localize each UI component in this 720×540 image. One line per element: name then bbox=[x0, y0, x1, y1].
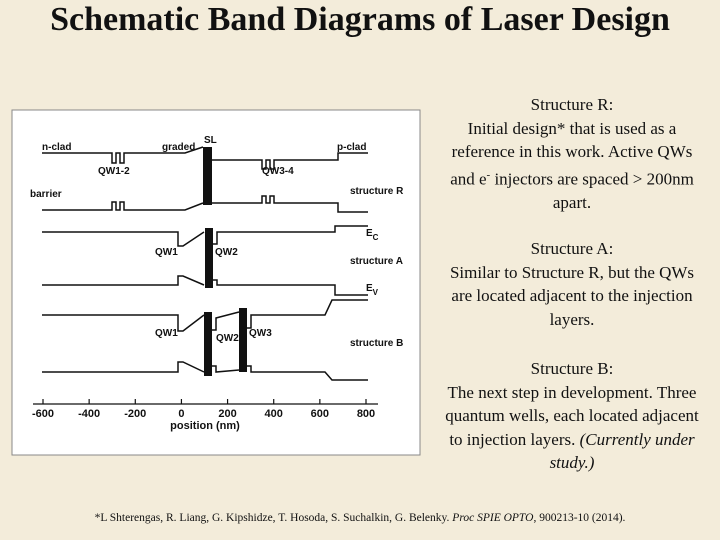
note: (Currently under study.) bbox=[549, 429, 695, 473]
tick-label: 200 bbox=[218, 408, 236, 420]
figure-label: structure A bbox=[350, 256, 403, 267]
description-heading: Structure B: bbox=[530, 359, 614, 378]
description-heading: Structure R: bbox=[530, 95, 614, 114]
description-a: Structure A: Similar to Structure R, but… bbox=[438, 237, 706, 331]
description-body: Similar to Structure R, but the QWs are … bbox=[449, 262, 695, 329]
text: Initial design* that is used as a refere… bbox=[450, 118, 693, 189]
figure-label: structure B bbox=[350, 338, 403, 349]
conduction-band bbox=[42, 314, 205, 332]
figure-frame bbox=[11, 109, 421, 456]
figure-label: QW3 bbox=[249, 328, 272, 339]
figure-label: QW1 bbox=[155, 328, 178, 339]
figure-label: QW3-4 bbox=[262, 166, 294, 177]
valence-band bbox=[212, 365, 240, 373]
description-b: Structure B: The next step in developmen… bbox=[438, 357, 706, 475]
figure-label: EV bbox=[366, 283, 379, 297]
slide-title: Schematic Band Diagrams of Laser Design bbox=[50, 1, 670, 38]
superlattice bbox=[205, 228, 213, 288]
valence-band bbox=[42, 361, 205, 373]
conduction-band bbox=[42, 231, 205, 247]
figure-label: QW1-2 bbox=[98, 166, 130, 177]
text: The next step in development. Three quan… bbox=[445, 382, 699, 449]
tick-label: 600 bbox=[311, 408, 329, 420]
tick-label: -200 bbox=[124, 408, 146, 420]
valence-band bbox=[247, 365, 368, 381]
conduction-band bbox=[213, 225, 368, 245]
superlattice bbox=[203, 147, 212, 205]
conduction-band bbox=[212, 152, 368, 170]
description-r: Structure R: Initial design* that is use… bbox=[438, 93, 706, 214]
tick-label: 0 bbox=[178, 408, 184, 420]
superlattice bbox=[239, 308, 247, 372]
figure-label: QW1 bbox=[155, 247, 178, 258]
valence-band bbox=[42, 275, 205, 286]
x-ticks: -600 -400 -200 0 200 400 600 800 bbox=[32, 399, 375, 420]
tick-label: -400 bbox=[78, 408, 100, 420]
figure-label: n-clad bbox=[42, 142, 71, 153]
conduction-band bbox=[247, 299, 368, 329]
figure-label: barrier bbox=[30, 189, 62, 200]
figure-label: QW2 bbox=[215, 247, 238, 258]
valence-band bbox=[42, 201, 204, 211]
citation: , 900213-10 (2014). bbox=[533, 512, 626, 524]
tick-label: 800 bbox=[357, 408, 375, 420]
valence-band bbox=[213, 279, 368, 296]
conduction-band bbox=[212, 311, 240, 331]
symbol: E bbox=[366, 228, 373, 239]
valence-band bbox=[212, 195, 368, 213]
subscript: V bbox=[373, 288, 379, 297]
superlattice bbox=[204, 312, 212, 376]
description-body: Initial design* that is used as a refere… bbox=[438, 117, 706, 215]
tick-label: -600 bbox=[32, 408, 54, 420]
description-body: The next step in development. Three quan… bbox=[438, 381, 706, 475]
journal: Proc SPIE OPTO bbox=[452, 512, 534, 524]
superscript: - bbox=[486, 168, 491, 181]
description-heading: Structure A: bbox=[530, 239, 614, 258]
tick-label: 400 bbox=[265, 408, 283, 420]
symbol: E bbox=[366, 283, 373, 294]
authors: *L Shterengas, R. Liang, G. Kipshidze, T… bbox=[94, 512, 453, 524]
reference: *L Shterengas, R. Liang, G. Kipshidze, T… bbox=[0, 512, 720, 524]
text: injectors are spaced > 200nm apart. bbox=[490, 169, 694, 212]
figure-label: graded bbox=[162, 142, 195, 153]
figure-label: QW2 bbox=[216, 333, 239, 344]
conduction-band bbox=[42, 146, 204, 164]
figure-label: structure R bbox=[350, 186, 404, 197]
x-axis-label: position (nm) bbox=[170, 420, 240, 432]
figure-label: SL bbox=[204, 135, 217, 146]
subscript: C bbox=[373, 233, 379, 242]
figure-label: p-clad bbox=[337, 142, 366, 153]
figure-label: EC bbox=[366, 228, 379, 242]
